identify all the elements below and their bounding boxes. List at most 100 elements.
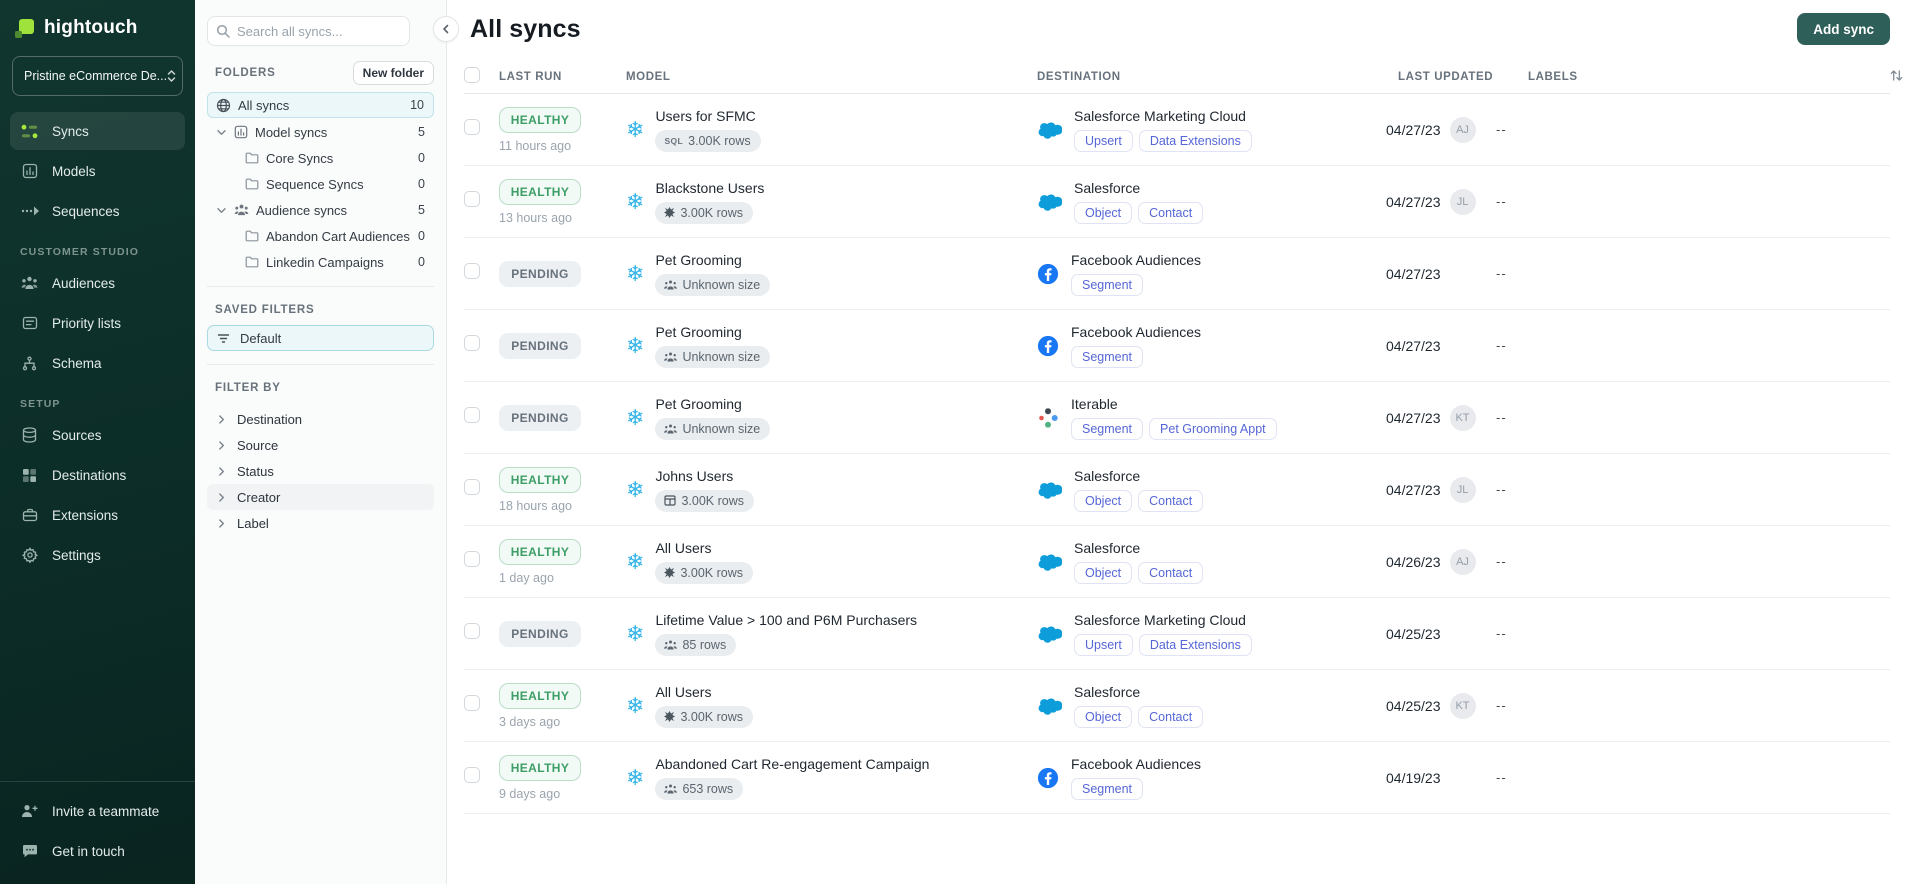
destination-tags: Segment — [1071, 345, 1144, 368]
column-header-last-updated[interactable]: LAST UPDATED — [1398, 70, 1494, 83]
sync-row[interactable]: HEALTHY 9 days ago ❄ Abandoned Cart Re-enga… — [464, 742, 1890, 814]
folder-item-all-syncs[interactable]: All syncs 10 — [207, 92, 434, 118]
filter-by-label[interactable]: Label — [207, 510, 434, 536]
snowflake-icon: ❄ — [626, 404, 645, 430]
sync-row[interactable]: PENDING ❄ Pet Grooming Unknown size Iterable… — [464, 382, 1890, 454]
select-all-checkbox[interactable] — [464, 67, 480, 83]
row-checkbox[interactable] — [464, 767, 480, 783]
folder-label: All syncs — [238, 97, 290, 113]
destination-tag: Pet Grooming Appt — [1149, 417, 1277, 440]
snowflake-icon: ❄ — [626, 332, 645, 358]
column-header-last-run[interactable]: LAST RUN — [499, 70, 562, 83]
sidebar-item-invite-a-teammate[interactable]: Invite a teammate — [10, 792, 185, 830]
settings-icon — [20, 547, 39, 563]
model-size-text: Unknown size — [682, 349, 761, 364]
sync-row[interactable]: PENDING ❄ Lifetime Value > 100 and P6M Pur… — [464, 598, 1890, 670]
column-header-destination[interactable]: DESTINATION — [1037, 70, 1121, 83]
filter-by-status[interactable]: Status — [207, 458, 434, 484]
new-folder-button[interactable]: New folder — [352, 61, 434, 85]
sidebar-item-extensions[interactable]: Extensions — [10, 496, 185, 534]
destination-tag: Contact — [1138, 705, 1204, 728]
globe-icon — [216, 98, 231, 113]
nav-section: Sources Destinations Extensions Settings — [0, 416, 195, 574]
chevron-down-icon — [215, 127, 227, 138]
sync-row[interactable]: PENDING ❄ Pet Grooming Unknown size Facebook… — [464, 238, 1890, 310]
filter-by-creator[interactable]: Creator — [207, 484, 434, 510]
destination-tags: Upsert Data Extensions — [1074, 633, 1252, 656]
people-icon — [664, 784, 678, 794]
filter-by-destination[interactable]: Destination — [207, 406, 434, 432]
dbt-icon — [664, 711, 676, 722]
row-checkbox[interactable] — [464, 479, 480, 495]
sidebar-item-schema[interactable]: Schema — [10, 344, 185, 382]
status-badge: HEALTHY — [499, 754, 581, 781]
row-checkbox[interactable] — [464, 623, 480, 639]
labels-value: -- — [1496, 194, 1507, 209]
last-updated-date: 04/27/23 — [1386, 265, 1441, 282]
main-nav: Syncs Models Sequences — [0, 104, 195, 232]
priority-icon — [20, 316, 39, 330]
sync-row[interactable]: HEALTHY 18 hours ago ❄ Johns Users 3.00K row… — [464, 454, 1890, 526]
folder-item-abandon-cart-audiences[interactable]: Abandon Cart Audiences 0 — [207, 223, 434, 249]
destination-tags: Segment — [1071, 273, 1144, 296]
sidebar-item-syncs[interactable]: Syncs — [10, 112, 185, 150]
destination-tag: Object — [1074, 489, 1133, 512]
table-icon — [664, 495, 677, 506]
sidebar-item-settings[interactable]: Settings — [10, 536, 185, 574]
destination-tag: Contact — [1138, 561, 1204, 584]
iterable-icon — [1037, 407, 1059, 429]
explorer-panel: FOLDERS New folder All syncs 10 Model sync… — [195, 0, 459, 884]
sidebar-item-destinations[interactable]: Destinations — [10, 456, 185, 494]
search-input[interactable] — [207, 16, 410, 46]
sidebar-item-sources[interactable]: Sources — [10, 416, 185, 454]
salesforce-icon — [1037, 553, 1062, 571]
folder-item-sequence-syncs[interactable]: Sequence Syncs 0 — [207, 171, 434, 197]
column-header-model[interactable]: MODEL — [626, 70, 671, 83]
add-sync-button[interactable]: Add sync — [1797, 13, 1890, 45]
sidebar-item-audiences[interactable]: Audiences — [10, 264, 185, 302]
row-checkbox[interactable] — [464, 695, 480, 711]
salesforce-icon — [1037, 697, 1062, 715]
sidebar-item-priority-lists[interactable]: Priority lists — [10, 304, 185, 342]
folder-item-audience-syncs[interactable]: Audience syncs 5 — [207, 197, 434, 223]
folder-item-model-syncs[interactable]: Model syncs 5 — [207, 119, 434, 145]
row-checkbox[interactable] — [464, 407, 480, 423]
filter-by-source[interactable]: Source — [207, 432, 434, 458]
chevron-right-icon — [216, 440, 227, 451]
workspace-selector[interactable]: Pristine eCommerce De... — [12, 56, 183, 96]
brand-name: hightouch — [44, 17, 138, 38]
row-checkbox[interactable] — [464, 119, 480, 135]
folder-item-linkedin-campaigns[interactable]: Linkedin Campaigns 0 — [207, 249, 434, 275]
last-run-time: 9 days ago — [499, 786, 561, 801]
sync-row[interactable]: HEALTHY 1 day ago ❄ All Users 3.00K rows Sale… — [464, 526, 1890, 598]
row-checkbox[interactable] — [464, 191, 480, 207]
row-checkbox[interactable] — [464, 551, 480, 567]
sidebar-item-label: Syncs — [52, 123, 89, 139]
model-size-text: 3.00K rows — [680, 709, 743, 724]
sidebar-item-get-in-touch[interactable]: Get in touch — [10, 832, 185, 870]
row-checkbox[interactable] — [464, 335, 480, 351]
people-icon — [664, 640, 678, 650]
column-header-labels[interactable]: LABELS — [1528, 70, 1578, 83]
workspace-name: Pristine eCommerce De... — [24, 69, 168, 83]
labels-value: -- — [1496, 266, 1507, 281]
sidebar-item-sequences[interactable]: Sequences — [10, 192, 185, 230]
sync-row[interactable]: PENDING ❄ Pet Grooming Unknown size Facebook… — [464, 310, 1890, 382]
sync-row[interactable]: HEALTHY 11 hours ago ❄ Users for SFMC SQL 3.0… — [464, 94, 1890, 166]
destination-name: Facebook Audiences — [1071, 755, 1201, 772]
page-header: All syncs Add sync — [447, 0, 1915, 45]
model-name: Pet Grooming — [655, 251, 742, 268]
filter-by-label: Source — [237, 437, 279, 453]
folder-item-core-syncs[interactable]: Core Syncs 0 — [207, 145, 434, 171]
sync-row[interactable]: HEALTHY 3 days ago ❄ All Users 3.00K rows Sal… — [464, 670, 1890, 742]
row-checkbox[interactable] — [464, 263, 480, 279]
salesforce-icon — [1037, 121, 1062, 139]
sources-icon — [20, 427, 39, 443]
sidebar-item-models[interactable]: Models — [10, 152, 185, 190]
collapse-sidebar-button[interactable] — [433, 16, 459, 42]
destination-tag: Segment — [1071, 417, 1144, 440]
sort-icon[interactable] — [1889, 69, 1904, 85]
sync-row[interactable]: HEALTHY 13 hours ago ❄ Blackstone Users 3.00… — [464, 166, 1890, 238]
folder-count: 5 — [418, 203, 425, 217]
saved-filter-default[interactable]: Default — [207, 325, 434, 351]
